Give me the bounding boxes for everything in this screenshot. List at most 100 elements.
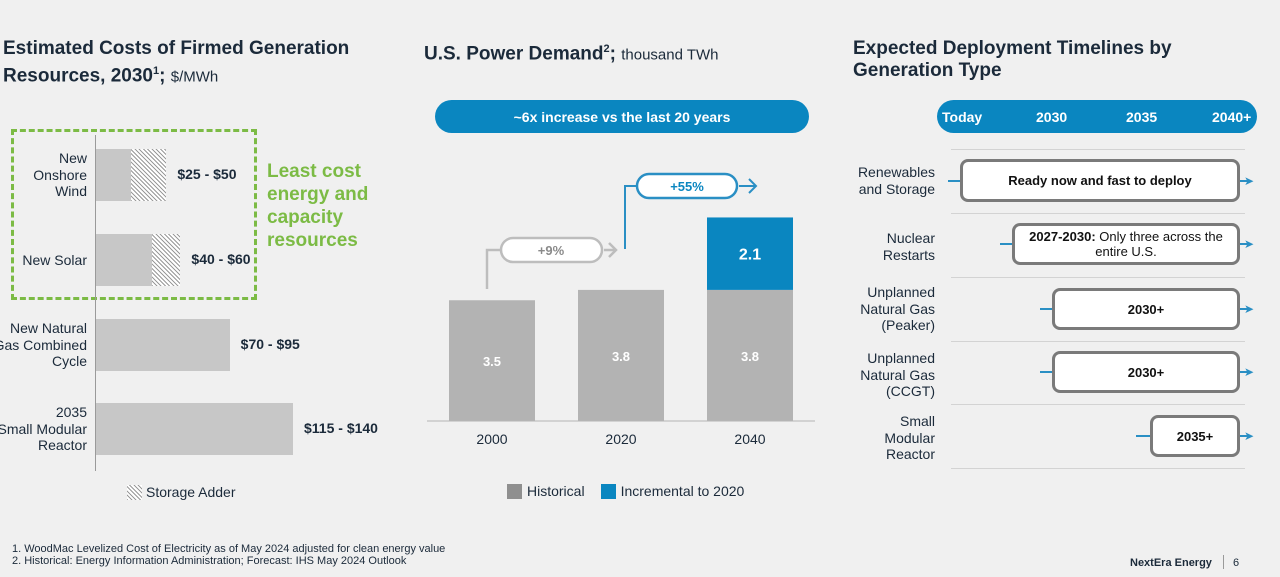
timeline-separator xyxy=(951,277,1245,278)
timeline-box-smr: 2035+ xyxy=(1150,415,1240,457)
timeline-tail-line xyxy=(1240,243,1250,245)
cost-bar-base xyxy=(96,403,293,455)
footnote-2: 2. Historical: Energy Information Admini… xyxy=(12,555,407,567)
historical-swatch xyxy=(507,483,522,499)
cost-category-line: Gas Combined xyxy=(0,336,87,353)
growth-label-9pct: +9% xyxy=(538,243,565,258)
arrow-right-icon: ➤ xyxy=(1244,365,1255,379)
least-cost-line3: capacity xyxy=(267,207,344,228)
row-label-line: Unplanned xyxy=(867,284,935,300)
growth-arrowhead-2 xyxy=(748,178,758,194)
cost-category-line: Small Modular xyxy=(0,420,87,437)
timeline-title-line1: Expected Deployment Timelines by xyxy=(853,38,1172,59)
cost-title-semicolon: ; xyxy=(159,65,166,87)
timeline-header-2030: 2030 xyxy=(1036,109,1068,125)
cost-bar-base xyxy=(96,319,230,371)
timeline-lead-line xyxy=(1136,435,1151,437)
timeline-tail-line xyxy=(1240,308,1250,310)
row-label-line: Modular xyxy=(884,429,935,446)
cost-category-line: Cycle xyxy=(51,353,87,370)
timeline-row-label-peaker: Unplanned Natural Gas (Peaker) xyxy=(835,284,935,334)
timeline-box-peaker: 2030+ xyxy=(1052,288,1240,330)
row-label-line: Unplanned xyxy=(867,350,935,366)
least-cost-line1: Least cost xyxy=(267,161,361,182)
demand-year-label: 2000 xyxy=(476,431,507,447)
demand-title-text: U.S. Power Demand xyxy=(424,43,604,65)
least-cost-line4: resources xyxy=(267,230,358,251)
timeline-box-bold-text: 2030+ xyxy=(1127,301,1165,317)
timeline-row-label-ccgt: Unplanned Natural Gas (CCGT) xyxy=(835,350,935,400)
row-label-line: (Peaker) xyxy=(881,317,935,333)
cost-category-line: Reactor xyxy=(37,437,87,454)
timeline-header-today: Today xyxy=(942,109,983,125)
row-label-line: Natural Gas xyxy=(860,366,935,383)
timeline-lead-line xyxy=(1040,308,1053,310)
least-cost-line2: energy and xyxy=(267,184,369,205)
demand-title-footnote: 2 xyxy=(603,43,610,55)
timeline-box-bold-text: 2030+ xyxy=(1127,364,1165,380)
cost-bar-base xyxy=(96,149,132,201)
timeline-row-label-smr: Small Modular Reactor xyxy=(835,413,935,463)
cost-value-label: $40 - $60 xyxy=(191,251,251,267)
incremental-swatch xyxy=(600,483,616,499)
growth-pill-2 xyxy=(635,172,739,200)
cost-category-line: New xyxy=(58,150,87,167)
timeline-tail-line xyxy=(1240,180,1250,182)
row-label-line: Natural Gas xyxy=(860,300,935,317)
cost-value-label: $115 - $140 xyxy=(304,420,378,436)
cost-category-line: Onshore xyxy=(33,166,87,183)
timeline-box-renewables: Ready now and fast to deploy xyxy=(960,159,1240,202)
row-label-line: Reactor xyxy=(885,446,935,462)
demand-value-historical: 3.5 xyxy=(483,354,501,369)
arrow-right-icon: ➤ xyxy=(1244,174,1255,188)
demand-bar-historical xyxy=(449,300,535,421)
cost-title-footnote: 1 xyxy=(153,65,160,77)
timeline-row-label-nuclear: Nuclear Restarts xyxy=(835,230,935,263)
demand-value-historical: 3.8 xyxy=(741,349,759,364)
timeline-lead-line xyxy=(1040,371,1053,373)
timeline-header-2035: 2035 xyxy=(1126,109,1158,125)
timeline-box-text: Only three across the entire U.S. xyxy=(1095,229,1223,259)
historical-legend-label: Historical xyxy=(527,483,585,499)
row-label-line: and Storage xyxy=(858,180,935,197)
least-cost-label: Least cost energy and capacity resources xyxy=(267,160,368,252)
timeline-separator xyxy=(951,213,1245,214)
demand-year-label: 2040 xyxy=(734,431,765,447)
demand-chart-svg: 3.5 2000 3.8 2020 3.8 2.1 2040 +9% +55% xyxy=(427,172,815,447)
cost-category-label: New Onshore Wind xyxy=(0,150,87,200)
footnote-1: 1. WoodMac Levelized Cost of Electricity… xyxy=(12,543,446,555)
least-cost-highlight-box xyxy=(11,129,257,300)
demand-bars: 3.5 2000 3.8 2020 3.8 2.1 2040 xyxy=(449,217,793,447)
brand-name: NextEra Energy xyxy=(1130,557,1212,569)
timeline-header: Today 2030 2035 2040+ xyxy=(937,100,1257,133)
demand-bar-historical xyxy=(578,289,664,421)
timeline-separator xyxy=(951,404,1245,405)
cost-bar-base xyxy=(96,234,153,286)
cost-title-line1: Estimated Costs of Firmed Generation xyxy=(3,38,350,59)
demand-value-historical: 3.8 xyxy=(612,349,630,364)
timeline-box-ccgt: 2030+ xyxy=(1052,351,1240,393)
timeline-separator xyxy=(951,149,1245,150)
timeline-box-bold-text: 2027-2030: xyxy=(1029,229,1096,244)
growth-pill-1 xyxy=(499,236,604,264)
cost-chart-title: Estimated Costs of Firmed Generation Res… xyxy=(3,38,403,88)
timeline-separator xyxy=(951,468,1245,469)
cost-category-line: New Natural xyxy=(9,320,87,337)
row-label-line: Small xyxy=(899,413,935,429)
cost-title-unit: $/MWh xyxy=(170,68,219,86)
demand-bar-incremental xyxy=(707,217,793,290)
demand-increase-banner: ~6x increase vs the last 20 years xyxy=(435,100,809,133)
timeline-lead-line xyxy=(948,180,961,182)
arrow-right-icon: ➤ xyxy=(1244,302,1255,316)
demand-title-semicolon: ; xyxy=(609,43,616,65)
cost-title-line2: Resources, 2030 xyxy=(3,65,153,87)
growth-label-55pct: +55% xyxy=(670,179,704,194)
row-label-line: Restarts xyxy=(882,246,935,263)
row-label-line: Nuclear xyxy=(886,230,935,246)
cost-category-label: New Natural Gas Combined Cycle xyxy=(0,320,87,370)
cost-category-line: Wind xyxy=(55,183,87,200)
timeline-box-bold-text: Ready now and fast to deploy xyxy=(1008,173,1192,188)
demand-legend: Historical Incremental to 2020 xyxy=(507,483,744,499)
incremental-legend-label: Incremental to 2020 xyxy=(620,483,745,499)
cost-chart-axis xyxy=(95,135,96,471)
